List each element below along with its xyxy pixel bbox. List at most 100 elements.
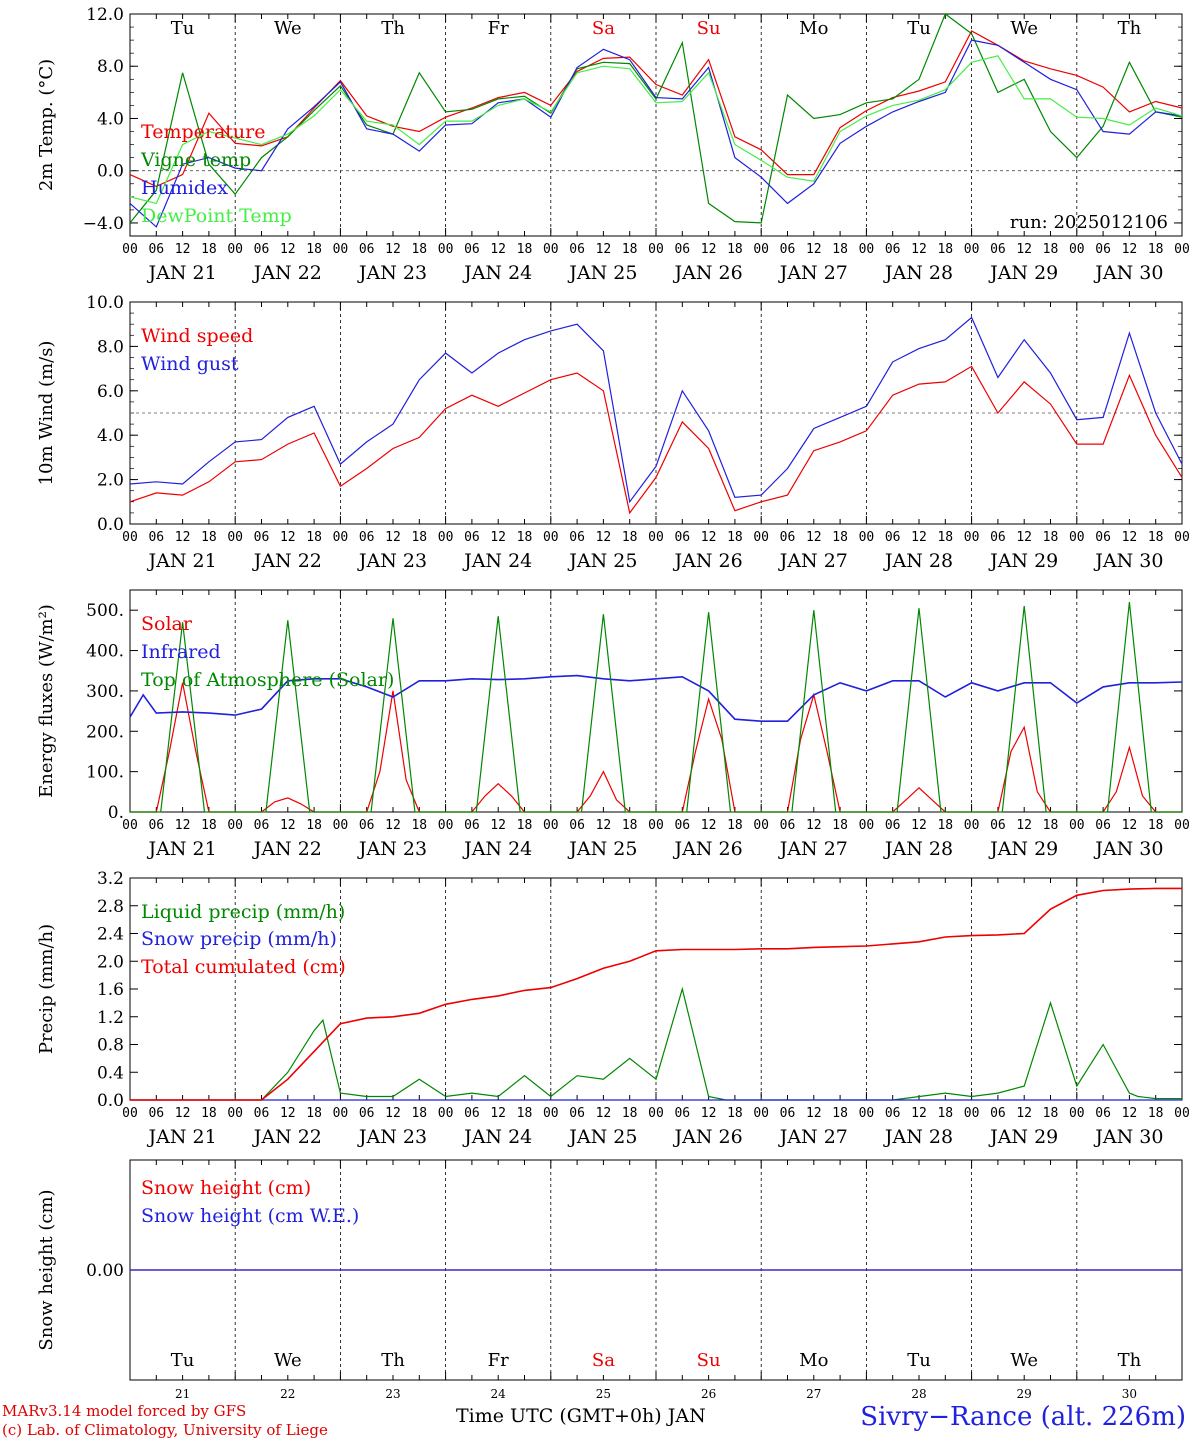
hour-label: 00: [227, 242, 243, 257]
hour-label: 06: [464, 242, 480, 257]
date-label: JAN 21: [147, 1126, 217, 1148]
weekday-label: Su: [697, 18, 721, 39]
hour-label: 12: [1122, 530, 1138, 545]
hour-label: 00: [859, 242, 875, 257]
hour-label: 12: [175, 242, 191, 257]
date-label: JAN 25: [567, 262, 637, 284]
weekday-label: Su: [697, 1350, 721, 1371]
date-label: JAN 28: [883, 262, 953, 284]
hour-label: 12: [911, 818, 927, 833]
model-credit: MARv3.14 model forced by GFS: [2, 1402, 247, 1420]
date-label: JAN 22: [252, 1126, 322, 1148]
day-number-label: 26: [701, 1387, 716, 1401]
hour-label: 00: [122, 242, 138, 257]
date-label: JAN 22: [252, 550, 322, 572]
hour-label: 18: [937, 818, 953, 833]
weekday-label: Tu: [171, 1350, 195, 1371]
hour-label: 12: [596, 1106, 612, 1121]
hour-label: 06: [254, 1106, 270, 1121]
date-label: JAN 24: [462, 262, 532, 284]
date-label: JAN 25: [567, 838, 637, 860]
hour-label: 06: [990, 818, 1006, 833]
hour-label: 00: [1174, 530, 1190, 545]
hour-label: 06: [464, 1106, 480, 1121]
day-number-label: 28: [911, 1387, 926, 1401]
hour-label: 12: [280, 530, 296, 545]
hour-label: 00: [122, 1106, 138, 1121]
hour-label: 06: [359, 530, 375, 545]
hour-label: 12: [1016, 242, 1032, 257]
hour-label: 18: [727, 818, 743, 833]
date-label: JAN 22: [252, 838, 322, 860]
series-line-wind-gust: [129, 316, 1183, 504]
y-tick-label: 3.2: [97, 869, 124, 889]
y-tick-label: 0.0: [97, 1091, 124, 1111]
hour-label: 18: [1148, 818, 1164, 833]
hour-label: 06: [1095, 242, 1111, 257]
hour-label: 12: [1122, 242, 1138, 257]
hour-label: 00: [1174, 1106, 1190, 1121]
date-label: JAN 21: [147, 262, 217, 284]
series-line-infrared: [129, 674, 1183, 723]
hour-label: 12: [701, 1106, 717, 1121]
hour-label: 12: [385, 818, 401, 833]
series-line-humidex: [129, 39, 1183, 228]
hour-label: 12: [175, 530, 191, 545]
hour-label: 00: [859, 818, 875, 833]
day-number-label: 29: [1017, 1387, 1032, 1401]
legend-entry: Snow height (cm): [141, 1177, 311, 1199]
hour-label: 00: [438, 242, 454, 257]
date-label: JAN 28: [883, 1126, 953, 1148]
y-tick-label: 8.0: [97, 57, 124, 77]
hour-label: 00: [964, 242, 980, 257]
hour-label: 18: [832, 1106, 848, 1121]
hour-label: 06: [148, 242, 164, 257]
legend-entry: Liquid precip (mm/h): [141, 901, 345, 923]
hour-label: 00: [543, 818, 559, 833]
hour-label: 12: [596, 242, 612, 257]
hour-label: 12: [385, 242, 401, 257]
weekday-label: Fr: [488, 18, 509, 39]
hour-label: 12: [385, 1106, 401, 1121]
date-label: JAN 29: [988, 1126, 1058, 1148]
date-label: JAN 21: [147, 550, 217, 572]
run-annotation: run: 2025012106: [1010, 212, 1168, 233]
legend-entry: Snow height (cm W.E.): [141, 1205, 359, 1227]
hour-label: 00: [1174, 818, 1190, 833]
legend-entry: DewPoint Temp: [141, 205, 292, 227]
hour-label: 12: [490, 530, 506, 545]
hour-label: 12: [1122, 818, 1138, 833]
hour-label: 00: [1069, 530, 1085, 545]
hour-label: 00: [227, 1106, 243, 1121]
date-label: JAN 27: [778, 838, 848, 860]
hour-label: 00: [648, 242, 664, 257]
weekday-label: Tu: [907, 1350, 931, 1371]
weekday-label: Mo: [799, 18, 828, 39]
hour-label: 06: [464, 530, 480, 545]
hour-label: 00: [753, 818, 769, 833]
hour-label: 00: [227, 530, 243, 545]
legend-entry: Humidex: [141, 177, 228, 199]
series-line-vigne-temp: [129, 13, 1183, 224]
y-tick-label: 0.: [108, 803, 124, 823]
hour-label: 18: [1043, 1106, 1059, 1121]
date-label: JAN 26: [673, 1126, 743, 1148]
hour-label: 06: [990, 242, 1006, 257]
hour-label: 00: [1069, 242, 1085, 257]
x-axis-title: Time UTC (GMT+0h) JAN: [456, 1405, 706, 1427]
hour-label: 12: [1122, 1106, 1138, 1121]
hour-label: 06: [1095, 1106, 1111, 1121]
date-label: JAN 24: [462, 550, 532, 572]
weekday-label: Tu: [907, 18, 931, 39]
hour-label: 00: [333, 1106, 349, 1121]
date-label: JAN 27: [778, 1126, 848, 1148]
hour-label: 12: [175, 818, 191, 833]
legend-entry: Wind gust: [141, 353, 239, 375]
y-tick-label: 200.: [86, 722, 124, 742]
hour-label: 18: [622, 818, 638, 833]
hour-label: 18: [201, 242, 217, 257]
y-tick-label: 500.: [86, 601, 124, 621]
hour-label: 12: [490, 1106, 506, 1121]
day-number-label: 24: [491, 1387, 507, 1401]
y-tick-label: 0.0: [97, 162, 124, 182]
